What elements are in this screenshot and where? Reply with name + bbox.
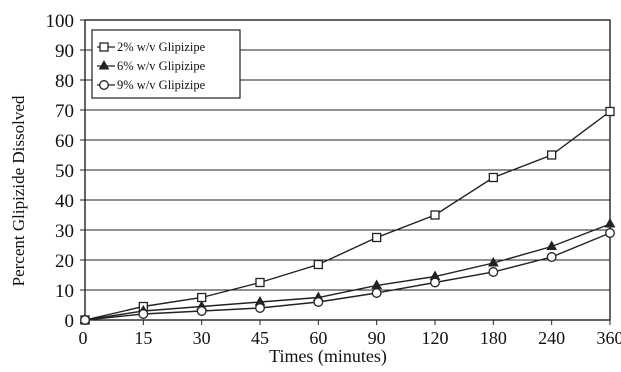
x-tick-label-180: 180 [480,328,507,348]
y-tick-label-0: 0 [65,311,75,332]
x-tick-label-120: 120 [422,328,449,348]
series-3-line [85,233,610,320]
series-1-point-180 [489,174,497,182]
series-1-point-45 [256,279,264,287]
series-3-point-240 [547,253,556,262]
series-1-point-90 [373,234,381,242]
legend-label-2: 6% w/v Glipizipe [117,59,206,73]
series-3-point-30 [197,307,206,316]
x-tick-label-240: 240 [538,328,565,348]
y-tick-label-50: 50 [55,161,74,182]
series-2-point-360 [606,219,615,227]
series-1-point-120 [431,211,439,219]
legend-label-3: 9% w/v Glipizipe [117,78,206,92]
x-axis-title: Times (minutes) [269,346,387,367]
x-tick-label-90: 90 [368,328,386,348]
y-tick-label-10: 10 [55,281,74,302]
x-tick-label-60: 60 [309,328,327,348]
y-tick-label-80: 80 [55,71,74,92]
series-1-point-240 [548,151,556,159]
y-tick-label-60: 60 [55,131,74,152]
y-tick-label-30: 30 [55,221,74,242]
series-2-line [85,224,610,320]
series-1-point-30 [198,294,206,302]
series-3-point-90 [372,289,381,298]
x-tick-label-30: 30 [193,328,211,348]
series-3-point-60 [314,298,323,307]
y-tick-label-70: 70 [55,101,74,122]
series-1-point-60 [314,261,322,269]
series-1-point-360 [606,108,614,116]
x-tick-label-15: 15 [134,328,152,348]
legend-label-1: 2% w/v Glipizipe [117,40,206,54]
legend: 2% w/v Glipizipe 6% w/v Glipizipe 9% w/v G… [92,30,240,98]
y-axis-title: Percent Glipizide Dissolved [9,95,28,286]
x-tick-label-45: 45 [251,328,269,348]
series-3-point-0 [81,316,90,325]
y-tick-label-40: 40 [55,191,74,212]
y-tick-label-20: 20 [55,251,74,272]
series-2 [81,219,615,323]
legend-marker-3 [100,81,109,90]
series-3-point-360 [606,229,615,238]
series-3-point-120 [431,278,440,287]
series-3-point-15 [139,310,148,319]
series-1-line [85,112,610,321]
series-3-point-180 [489,268,498,277]
y-tick-label-90: 90 [55,41,74,62]
y-tick-label-100: 100 [46,11,75,32]
series-3-point-45 [256,304,265,313]
legend-marker-1 [100,43,108,51]
x-tick-label-360: 360 [597,328,621,348]
x-tick-label-0: 0 [79,328,88,348]
